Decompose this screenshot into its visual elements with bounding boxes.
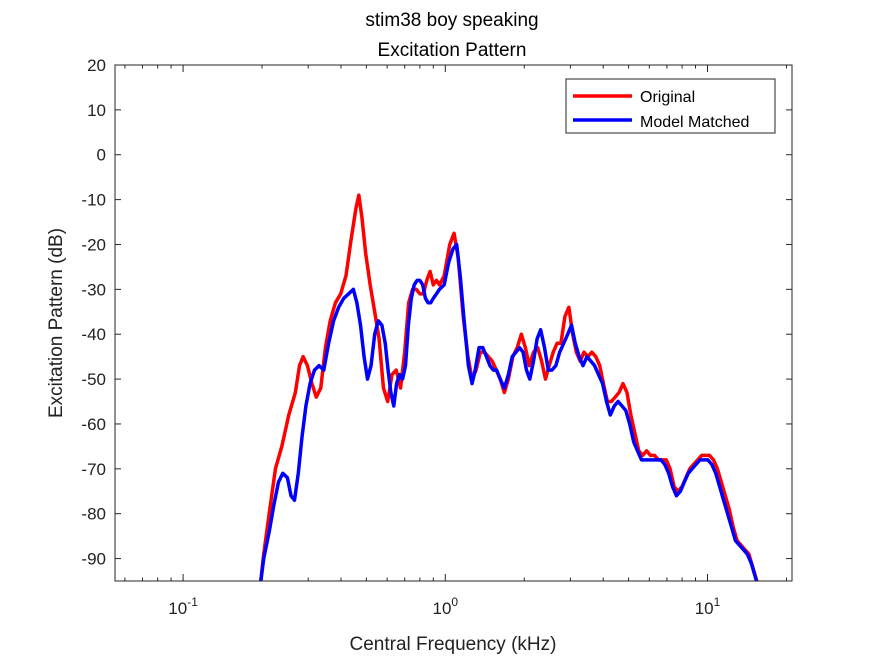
y-tick-label: 20 — [87, 56, 106, 75]
y-tick-label: -40 — [81, 325, 106, 344]
y-tick-label: -60 — [81, 415, 106, 434]
chart-title-line-2: Excitation Pattern — [378, 40, 527, 61]
y-tick-label: -20 — [81, 235, 106, 254]
x-tick-label: 10-1 — [168, 595, 198, 618]
y-tick-label: 10 — [87, 101, 106, 120]
legend-box — [565, 78, 776, 134]
legend: Original Model Matched — [565, 78, 776, 134]
y-tick-label: 0 — [97, 146, 106, 165]
y-tick-label: -50 — [81, 370, 106, 389]
x-tick-label: 100 — [432, 595, 458, 618]
x-tick-label: 101 — [695, 595, 721, 618]
y-tick-label: -70 — [81, 460, 106, 479]
y-tick-label: -80 — [81, 505, 106, 524]
y-tick-label: -90 — [81, 550, 106, 569]
axes-box — [114, 64, 793, 582]
plot-area — [115, 65, 792, 581]
series-lines — [259, 193, 759, 581]
y-tick-label: -30 — [81, 280, 106, 299]
y-tick-label: -10 — [81, 191, 106, 210]
chart-title-line-1: stim38 boy speaking — [365, 10, 538, 31]
series-line-model-matched — [259, 242, 759, 581]
legend-label-model-matched: Model Matched — [640, 114, 749, 131]
legend-label-original: Original — [640, 89, 695, 106]
axis-ticks — [115, 64, 792, 581]
y-axis-label: Excitation Pattern (dB) — [46, 228, 67, 418]
x-axis-label: Central Frequency (kHz) — [350, 634, 557, 655]
